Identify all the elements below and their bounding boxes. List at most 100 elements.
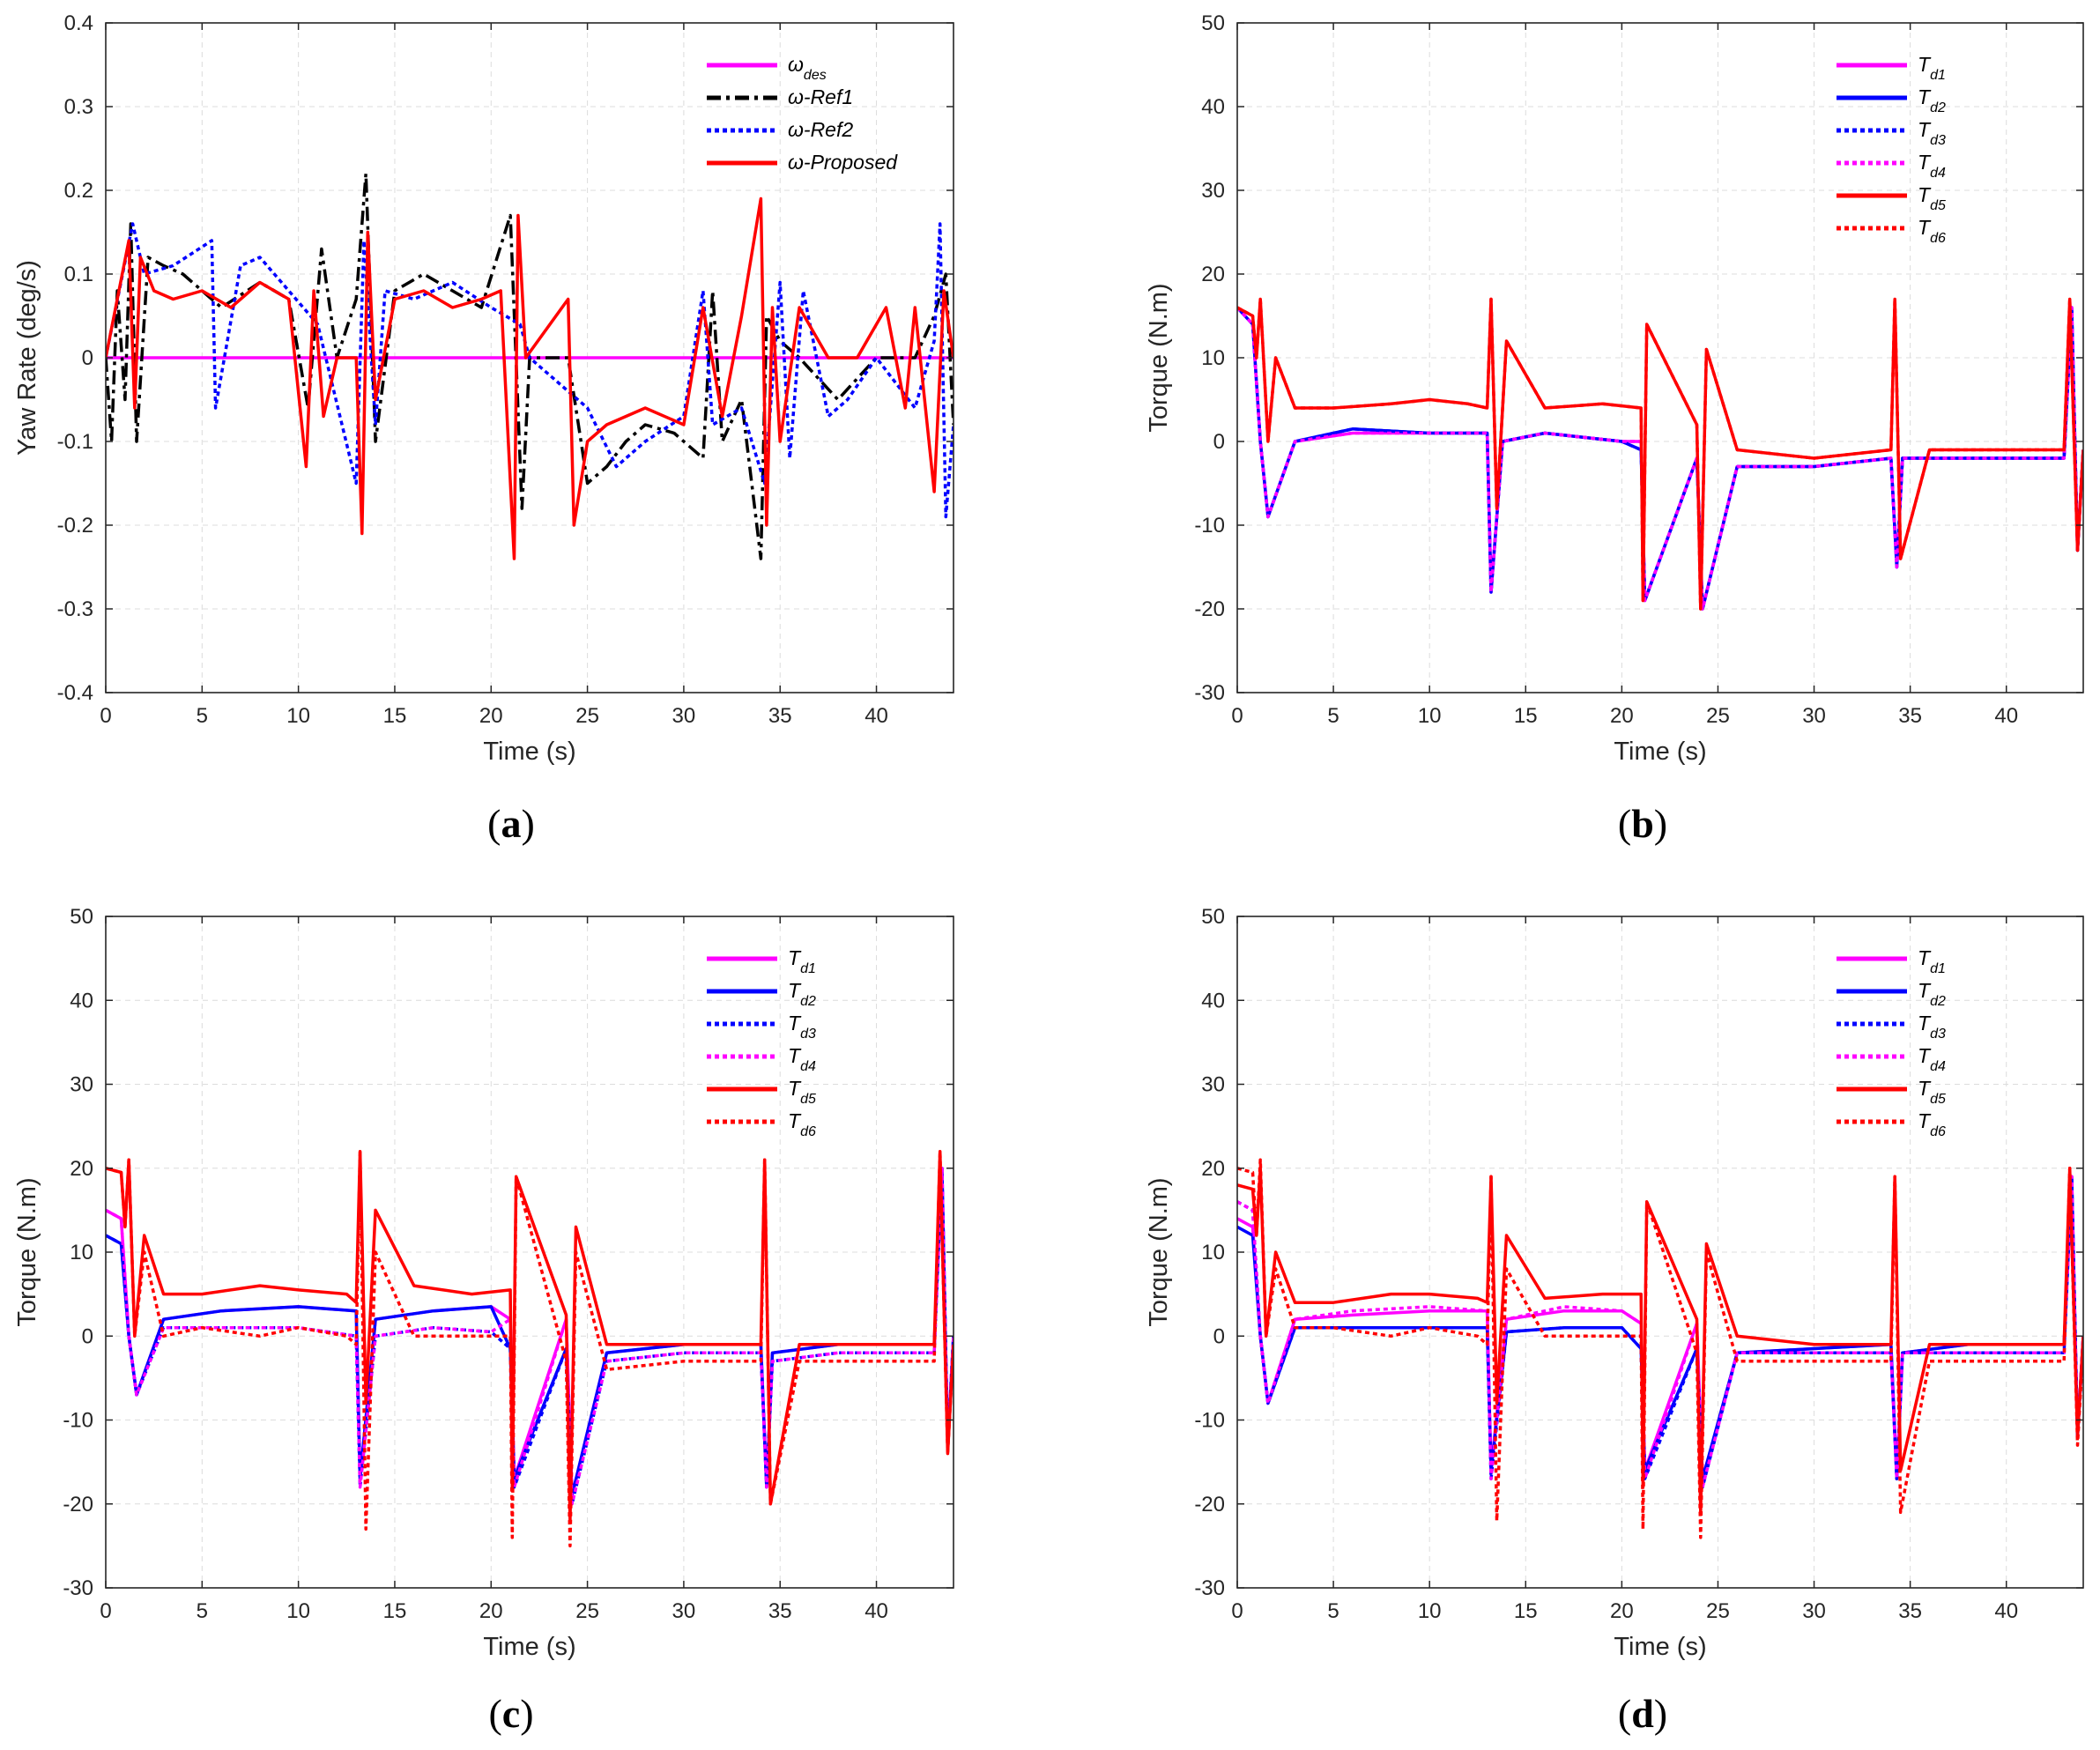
x-tick-label: 5 (197, 1599, 208, 1623)
legend-label: Td1 (1918, 946, 1946, 976)
y-tick-label: -10 (63, 1409, 93, 1433)
legend-label: ω-Proposed (788, 151, 898, 174)
legend-label: Td5 (1918, 183, 1946, 213)
panel-caption: (a) (487, 801, 535, 846)
y-tick-label: -0.4 (57, 681, 93, 705)
legend-label: Td6 (1918, 1109, 1946, 1139)
y-axis-label: Torque (N.m) (1145, 1177, 1173, 1326)
y-tick-label: 30 (70, 1073, 93, 1097)
series-group (1237, 297, 2083, 611)
legend-label: Td6 (1918, 216, 1946, 246)
y-tick-label: -30 (1194, 681, 1225, 705)
x-tick-label: 40 (864, 1599, 888, 1623)
y-tick-label: 0.3 (64, 95, 93, 119)
y-tick-label: 20 (1201, 263, 1225, 286)
legend-label: Td6 (788, 1109, 816, 1139)
legend-label: ωdes (788, 53, 827, 83)
x-tick-label: 0 (1231, 704, 1243, 728)
series-line-ω-Proposed (106, 197, 954, 560)
chart-panel-b: 0 5 10 15 20 25 30 35 40 -30 -20 -10 0 10 20 30 40 50 Time… (1145, 11, 2084, 846)
y-tick-label: 0 (1213, 1324, 1225, 1348)
legend-label: ω-Ref2 (788, 118, 853, 141)
y-tick-label: 40 (70, 989, 93, 1012)
y-tick-label: 40 (1201, 95, 1225, 119)
legend-label: Td2 (1918, 979, 1946, 1009)
series-line-Td6 (1237, 1158, 2083, 1539)
x-tick-label: 15 (1514, 704, 1538, 728)
series-line-Td6 (1237, 297, 2083, 611)
x-tick-label: 15 (1514, 1599, 1538, 1623)
x-tick-label: 25 (575, 1599, 599, 1623)
series-line-ω-Ref2 (106, 222, 954, 519)
panel-caption: (c) (488, 1691, 533, 1736)
x-tick-label: 15 (383, 1599, 407, 1623)
y-tick-label: 0 (1213, 430, 1225, 454)
y-tick-label: 10 (1201, 346, 1225, 370)
y-tick-label: 0.2 (64, 179, 93, 203)
y-tick-label: 0 (82, 1324, 93, 1348)
legend-label: Td5 (1918, 1077, 1946, 1107)
x-tick-label: 40 (1994, 704, 2018, 728)
chart-panel-c: 0 5 10 15 20 25 30 35 40 -30 -20 -10 0 10 20 30 40 50 Time… (13, 905, 954, 1736)
x-tick-label: 5 (1327, 704, 1339, 728)
series-line-Td3 (1237, 1175, 2083, 1489)
x-tick-label: 5 (1327, 1599, 1339, 1623)
y-axis-label: Torque (N.m) (13, 1177, 41, 1326)
y-tick-label: -0.3 (57, 597, 93, 621)
y-tick-label: 30 (1201, 179, 1225, 203)
x-tick-label: 5 (197, 704, 208, 728)
x-tick-label: 25 (575, 704, 599, 728)
series-line-Td5 (1237, 1167, 2083, 1515)
x-tick-label: 10 (286, 704, 310, 728)
x-tick-label: 40 (864, 704, 888, 728)
x-tick-label: 10 (1418, 1599, 1442, 1623)
series-group (1237, 1158, 2083, 1539)
x-tick-label: 10 (1418, 704, 1442, 728)
x-tick-label: 20 (479, 704, 503, 728)
y-tick-label: 0 (82, 346, 93, 370)
chart-panel-a: 0 5 10 15 20 25 30 35 40 -0.4 -0.3 -0.2 -0.1 0 0.1 0.2 0… (13, 11, 954, 846)
legend-label: Td2 (788, 979, 816, 1009)
y-tick-label: 0.1 (64, 263, 93, 286)
series-group (106, 172, 954, 560)
x-tick-label: 40 (1994, 1599, 2018, 1623)
x-tick-label: 30 (672, 1599, 696, 1623)
y-tick-label: 30 (1201, 1073, 1225, 1097)
x-tick-label: 30 (1802, 1599, 1826, 1623)
x-tick-label: 15 (383, 704, 407, 728)
legend-label: Td5 (788, 1077, 816, 1107)
x-axis-label: Time (s) (483, 1633, 575, 1661)
x-tick-label: 35 (768, 1599, 792, 1623)
x-tick-label: 35 (1898, 1599, 1922, 1623)
legend-label: ω-Ref1 (788, 85, 853, 108)
y-tick-label: -20 (1194, 597, 1225, 621)
legend-label: Td4 (1918, 151, 1946, 181)
legend-label: Td4 (788, 1044, 816, 1074)
y-tick-label: 10 (70, 1241, 93, 1264)
x-tick-label: 20 (479, 1599, 503, 1623)
y-tick-label: -10 (1194, 1409, 1225, 1433)
x-axis-label: Time (s) (1614, 738, 1706, 766)
x-axis-label: Time (s) (483, 738, 575, 766)
x-axis-label: Time (s) (1614, 1633, 1706, 1661)
panel-caption: (b) (1618, 801, 1667, 846)
legend-label: Td1 (1918, 53, 1946, 83)
x-tick-label: 35 (1898, 704, 1922, 728)
x-tick-label: 10 (286, 1599, 310, 1623)
y-axis-label: Torque (N.m) (1145, 283, 1173, 432)
y-tick-label: 50 (1201, 905, 1225, 929)
y-axis-label: Yaw Rate (deg/s) (13, 260, 41, 456)
panel-caption: (d) (1618, 1691, 1667, 1736)
chart-panel-d: 0 5 10 15 20 25 30 35 40 -30 -20 -10 0 10 20 30 40 50 Time… (1145, 905, 2084, 1736)
y-tick-label: 10 (1201, 1241, 1225, 1264)
y-tick-label: 50 (1201, 11, 1225, 35)
legend-label: Td3 (788, 1012, 816, 1042)
legend-label: Td2 (1918, 85, 1946, 115)
legend-label: Td3 (1918, 118, 1946, 148)
y-tick-label: -10 (1194, 514, 1225, 538)
series-line-Td5 (106, 1149, 954, 1523)
